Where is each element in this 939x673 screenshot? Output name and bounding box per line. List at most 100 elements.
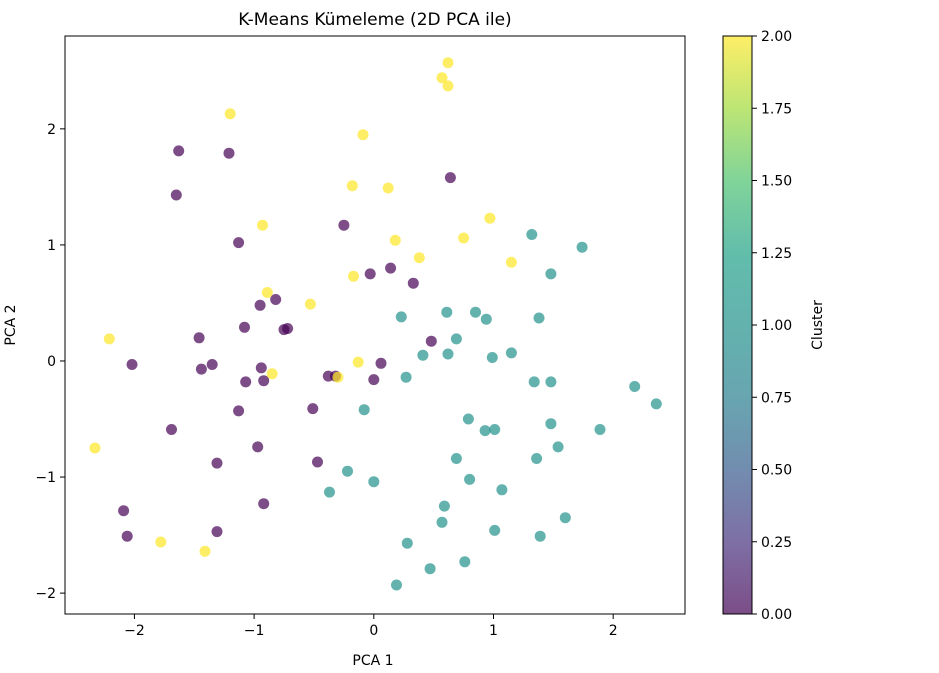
- data-point-cluster-1: [489, 424, 501, 435]
- y-axis: −2 −1 0 1 2: [35, 122, 65, 602]
- data-point-cluster-1: [594, 424, 606, 435]
- x-tick-label: 1: [489, 623, 498, 639]
- data-point-cluster-0: [126, 359, 138, 370]
- colorbar-tick-label: 1.50: [761, 174, 792, 190]
- data-point-cluster-1: [470, 306, 481, 318]
- data-point-cluster-0: [173, 145, 185, 157]
- data-point-cluster-0: [252, 441, 264, 453]
- y-axis-label: PCA 2: [3, 304, 19, 345]
- data-point-cluster-2: [266, 368, 278, 380]
- data-point-cluster-1: [395, 311, 407, 323]
- colorbar-tick-label: 0.75: [761, 390, 792, 406]
- data-point-cluster-1: [480, 313, 492, 325]
- chart-title: K-Means Kümeleme (2D PCA ile): [238, 10, 511, 30]
- colorbar-tick-label: 0.25: [761, 535, 792, 551]
- x-tick-label: 0: [369, 623, 378, 639]
- colorbar-gradient: [723, 36, 752, 614]
- data-point-cluster-0: [258, 375, 270, 387]
- data-point-cluster-1: [450, 333, 462, 345]
- data-point-cluster-1: [496, 484, 508, 496]
- data-point-cluster-0: [206, 359, 218, 370]
- data-point-cluster-2: [436, 72, 448, 84]
- data-point-cluster-1: [358, 404, 370, 416]
- data-point-cluster-2: [352, 356, 364, 368]
- data-point-cluster-2: [413, 252, 425, 264]
- data-point-cluster-2: [442, 57, 454, 69]
- data-point-cluster-0: [255, 362, 267, 374]
- data-point-cluster-1: [424, 563, 436, 575]
- colorbar-tick-label: 1.75: [761, 101, 792, 117]
- data-point-cluster-2: [389, 234, 401, 246]
- data-point-cluster-2: [332, 371, 344, 383]
- data-point-cluster-0: [270, 294, 282, 305]
- data-point-cluster-0: [233, 237, 245, 249]
- data-point-cluster-1: [368, 476, 380, 488]
- data-point-cluster-0: [121, 530, 133, 542]
- data-point-cluster-0: [195, 363, 207, 375]
- colorbar-ticks: 0.00 0.25 0.50 0.75 1.00 1.25 1.50 1.75 2.00: [752, 29, 792, 623]
- x-axis-label: PCA 1: [352, 653, 393, 669]
- data-point-cluster-1: [545, 268, 557, 280]
- data-point-cluster-2: [155, 536, 167, 548]
- x-tick-label: −2: [124, 623, 145, 639]
- x-tick-label: −1: [244, 623, 265, 639]
- data-point-cluster-0: [118, 505, 130, 517]
- data-point-cluster-0: [278, 324, 290, 336]
- data-point-cluster-1: [545, 418, 557, 430]
- data-point-cluster-0: [375, 357, 387, 369]
- data-point-cluster-2: [199, 545, 211, 557]
- data-point-cluster-1: [401, 537, 413, 549]
- data-point-cluster-1: [400, 371, 412, 383]
- data-point-cluster-1: [462, 413, 474, 425]
- data-point-cluster-1: [391, 579, 402, 591]
- data-point-cluster-2: [505, 256, 517, 268]
- y-tick-label: 1: [47, 238, 56, 254]
- data-point-cluster-2: [442, 80, 454, 92]
- data-point-cluster-2: [484, 212, 496, 224]
- x-tick-label: 2: [609, 623, 618, 639]
- data-point-cluster-0: [193, 332, 205, 344]
- colorbar-tick-label: 0.00: [761, 607, 792, 623]
- data-point-cluster-0: [211, 526, 223, 538]
- data-point-cluster-1: [436, 516, 448, 528]
- data-point-cluster-0: [407, 277, 419, 289]
- data-point-cluster-0: [368, 374, 380, 386]
- data-point-cluster-1: [324, 486, 335, 498]
- data-point-cluster-1: [441, 306, 453, 318]
- x-axis: −2 −1 0 1 2: [124, 614, 618, 639]
- plot-area-frame: [64, 35, 686, 615]
- data-point-cluster-0: [444, 172, 456, 184]
- data-point-cluster-1: [629, 381, 641, 392]
- data-point-cluster-2: [257, 219, 268, 231]
- data-point-cluster-1: [545, 376, 557, 388]
- y-tick-label: 2: [47, 122, 56, 138]
- y-tick-label: −1: [35, 470, 56, 486]
- data-point-cluster-1: [438, 500, 450, 512]
- data-point-cluster-1: [576, 241, 588, 253]
- colorbar-tick-label: 0.50: [761, 463, 792, 479]
- data-point-cluster-1: [464, 473, 476, 485]
- data-point-cluster-1: [486, 352, 498, 363]
- data-point-cluster-0: [223, 147, 235, 159]
- data-point-cluster-2: [458, 232, 470, 244]
- data-point-cluster-1: [559, 512, 571, 524]
- y-tick-label: −2: [35, 586, 56, 602]
- data-point-cluster-2: [304, 298, 316, 310]
- data-point-cluster-1: [442, 348, 454, 360]
- data-point-cluster-0: [258, 498, 270, 510]
- data-point-cluster-2: [348, 270, 359, 282]
- data-point-cluster-2: [103, 333, 115, 345]
- data-point-cluster-1: [417, 349, 429, 361]
- data-point-cluster-0: [385, 262, 397, 274]
- colorbar: 0.00 0.25 0.50 0.75 1.00 1.25 1.50 1.75 2.00 Clu…: [722, 29, 826, 623]
- data-point-cluster-1: [528, 376, 540, 388]
- data-point-cluster-0: [307, 403, 319, 415]
- data-point-cluster-0: [239, 321, 250, 333]
- data-point-cluster-0: [211, 457, 223, 469]
- colorbar-tick-label: 1.00: [761, 318, 792, 334]
- data-point-cluster-1: [531, 453, 543, 464]
- data-point-cluster-2: [357, 129, 369, 141]
- data-point-cluster-2: [89, 442, 101, 454]
- data-point-cluster-0: [254, 299, 266, 311]
